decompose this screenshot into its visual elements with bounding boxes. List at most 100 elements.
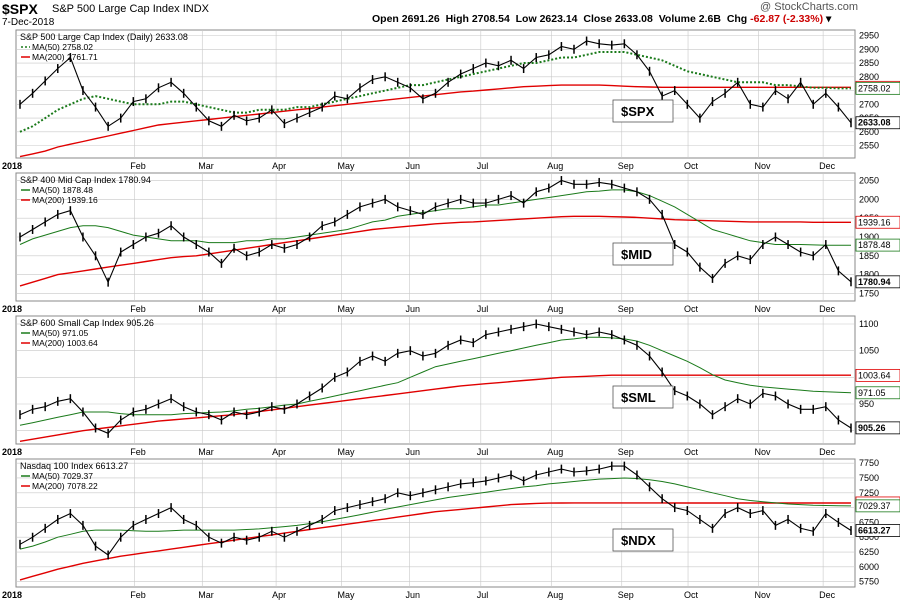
low-value: 2623.14 [539,13,578,25]
value-tag: 971.05 [858,388,886,398]
legend-ma200: MA(200) 1003.64 [32,338,98,348]
x-tick-label: Mar [198,590,214,600]
x-tick-label: Dec [819,447,836,457]
x-tick-label: Aug [547,447,563,457]
y-tick-label: 950 [859,399,874,409]
chevron-down-icon[interactable]: ▾ [826,13,832,25]
ma200-line [19,215,851,287]
y-tick-label: 6000 [859,562,879,572]
x-tick-label: May [338,447,356,457]
x-tick-label: Apr [272,304,286,314]
x-tick-label: Oct [684,447,699,457]
x-tick-label: May [338,304,356,314]
value-tag-box [855,238,900,252]
legend-title: Nasdaq 100 Index 6613.27 [20,461,128,471]
y-tick-label: 6250 [859,547,879,557]
value-tag-box [855,386,900,400]
chart-header: $SPX S&P 500 Large Cap Index INDX 7-Dec-… [0,0,900,30]
index-name: S&P 500 Large Cap Index INDX [52,3,209,15]
symbol-label-box [612,385,674,409]
y-tick-label: 2000 [859,194,879,204]
y-tick-label: 2550 [859,141,879,151]
x-tick-label: Jul [477,161,489,171]
high-value: 2708.54 [471,13,510,25]
volume-value: 2.6B [698,13,721,25]
index-full-name: S&P 500 Large Cap Index [52,3,180,15]
y-tick-label: 1050 [859,346,879,356]
price-line [19,465,852,556]
open-label: Open [372,13,399,25]
symbol-label: $SPX [621,104,655,119]
panel-frame-3 [15,458,856,588]
y-tick-label: 2700 [859,99,879,109]
x-tick-label: Apr [272,161,286,171]
symbol-label-box [612,242,674,266]
x-tick-label: Mar [198,304,214,314]
exchange: INDX [182,3,209,15]
x-tick-label: Oct [684,304,699,314]
x-tick-label: Sep [618,161,634,171]
close-label: Close [583,13,612,25]
volume-label: Volume [658,13,696,25]
x-tick-label: Oct [684,161,699,171]
x-tick-label: 2018 [2,590,22,600]
ma50-line [19,336,852,426]
value-tag: 2758.02 [858,83,891,93]
legend-ma200: MA(200) 7078.22 [32,481,98,491]
x-tick-label: Jul [477,304,489,314]
x-tick-label: Nov [755,590,772,600]
x-tick-label: Nov [755,447,772,457]
x-tick-label: Dec [819,304,836,314]
x-tick-label: 2018 [2,304,22,314]
chg-label: Chg [726,13,748,25]
open-value: 2691.26 [401,13,440,25]
legend-title: S&P 400 Mid Cap Index 1780.94 [20,175,151,185]
chg-value: -62.87 (-2.33%) [750,13,824,25]
x-tick-label: Nov [755,304,772,314]
close-value: 2633.08 [614,13,653,25]
y-tick-label: 2800 [859,72,879,82]
ticker-symbol: $SPX [2,1,38,17]
x-tick-label: Jun [405,161,420,171]
x-tick-label: Apr [272,447,286,457]
symbol-label-box [612,528,674,552]
x-tick-label: 2018 [2,161,22,171]
x-tick-label: May [338,161,356,171]
value-tag: 1939.16 [858,217,891,227]
quote-bar: Open 2691.26 High 2708.54 Low 2623.14 Cl… [372,13,831,25]
x-tick-label: Sep [618,590,634,600]
y-tick-label: 2050 [859,176,879,186]
y-tick-label: 1750 [859,288,879,298]
x-tick-label: Jun [405,447,420,457]
price-line [19,40,852,128]
y-tick-label: 7750 [859,458,879,468]
value-tag-box [855,116,900,130]
x-tick-label: Aug [547,590,563,600]
legend-ma50: MA(50) 1878.48 [32,185,93,195]
value-tag: 7029.37 [858,501,891,511]
x-tick-label: Dec [819,161,836,171]
y-tick-label: 6500 [859,532,879,542]
value-tag: 1003.64 [858,370,891,380]
y-tick-label: 1900 [859,232,879,242]
value-tag-box [855,81,900,95]
x-tick-label: Sep [618,447,634,457]
ma200-line [19,502,851,581]
value-tag-box [855,421,900,435]
value-tag-box [855,524,900,537]
symbol-label: $MID [621,247,652,262]
x-tick-label: Jun [405,590,420,600]
legend-ma200: MA(200) 2761.71 [32,52,98,62]
x-tick-label: Oct [684,590,699,600]
ma50-line [19,477,852,550]
x-tick-label: Dec [819,590,836,600]
chart-date: 7-Dec-2018 [2,17,55,28]
legend-ma200: MA(200) 1939.16 [32,195,98,205]
y-tick-label: 7250 [859,488,879,498]
symbol-label-box [612,99,674,123]
legend-ma50: MA(50) 2758.02 [32,42,93,52]
price-line [19,323,852,434]
high-label: High [445,13,469,25]
y-tick-label: 1850 [859,251,879,261]
